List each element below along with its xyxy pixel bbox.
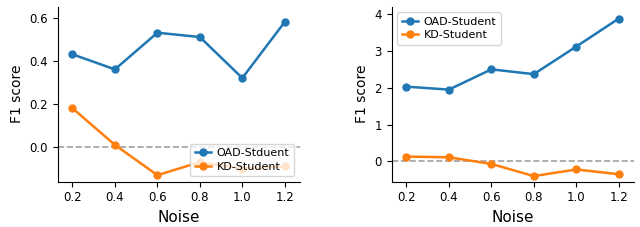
OAD-Student <box>445 88 452 91</box>
OAD-Stduent <box>111 68 119 71</box>
OAD-Stduent <box>154 31 161 34</box>
OAD-Student <box>615 17 623 20</box>
KD-Student <box>488 163 495 165</box>
KD-Student <box>239 167 246 170</box>
KD-Student <box>154 174 161 176</box>
OAD-Stduent <box>196 36 204 38</box>
Line: OAD-Student: OAD-Student <box>403 15 622 93</box>
KD-Student <box>615 173 623 176</box>
Legend: OAD-Student, KD-Student: OAD-Student, KD-Student <box>397 12 501 44</box>
OAD-Student <box>572 45 580 48</box>
Y-axis label: F1 score: F1 score <box>10 65 24 123</box>
OAD-Stduent <box>68 53 76 56</box>
Line: KD-Student: KD-Student <box>69 105 288 179</box>
OAD-Student <box>530 73 538 76</box>
X-axis label: Noise: Noise <box>157 210 200 225</box>
Y-axis label: F1 score: F1 score <box>355 65 369 123</box>
Legend: OAD-Stduent, KD-Student: OAD-Stduent, KD-Student <box>190 144 294 176</box>
KD-Student <box>403 155 410 158</box>
OAD-Stduent <box>281 21 289 23</box>
Line: OAD-Stduent: OAD-Stduent <box>69 18 288 81</box>
KD-Student <box>111 143 119 146</box>
KD-Student <box>445 156 452 159</box>
KD-Student <box>572 168 580 171</box>
KD-Student <box>68 107 76 110</box>
Line: KD-Student: KD-Student <box>403 153 622 180</box>
OAD-Student <box>403 85 410 88</box>
KD-Student <box>281 165 289 168</box>
X-axis label: Noise: Noise <box>492 210 534 225</box>
KD-Student <box>530 175 538 178</box>
OAD-Stduent <box>239 77 246 79</box>
KD-Student <box>196 161 204 163</box>
OAD-Student <box>488 68 495 71</box>
